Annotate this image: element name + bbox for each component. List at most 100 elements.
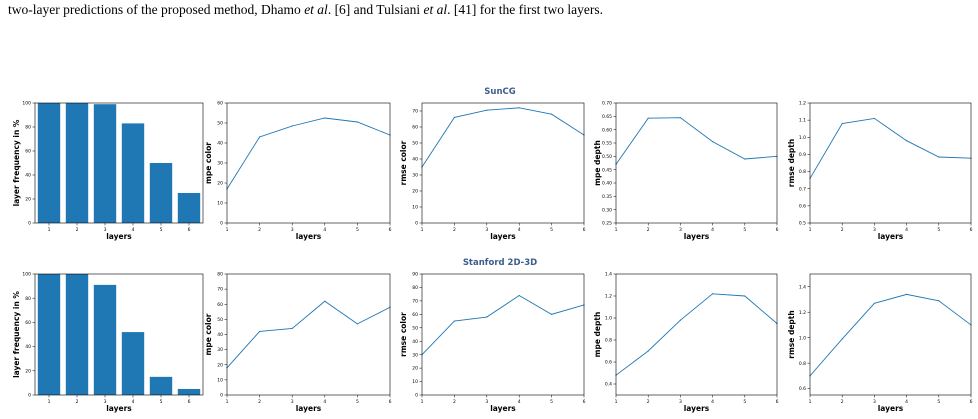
- data-point: [324, 117, 326, 119]
- y-tick-label: 20: [412, 366, 418, 372]
- x-tick-label: 3: [485, 227, 488, 233]
- y-tick-label: 80: [217, 272, 223, 278]
- caption-mid: . [6] and Tulsiani: [327, 2, 424, 17]
- x-tick-label: 4: [132, 399, 135, 405]
- y-tick-label: 20: [25, 197, 31, 203]
- x-tick-label: 3: [291, 399, 294, 405]
- series-line: [809, 293, 972, 377]
- y-tick-label: 40: [25, 344, 31, 350]
- x-axis-label: layers: [106, 404, 132, 413]
- data-point: [906, 293, 908, 295]
- x-tick-label: 6: [776, 227, 779, 233]
- y-tick-label: 30: [217, 161, 223, 167]
- x-tick-label: 4: [518, 399, 521, 405]
- y-tick-label: 0.6: [799, 203, 806, 209]
- x-axis-label: layers: [490, 232, 516, 241]
- x-tick-label: 2: [258, 227, 261, 233]
- y-tick-label: 1.2: [799, 310, 806, 316]
- x-tick-label: 6: [970, 227, 973, 233]
- y-tick-label: 60: [412, 125, 418, 131]
- y-tick-label: 0.70: [602, 101, 612, 107]
- y-tick-label: 20: [25, 368, 31, 374]
- y-tick-label: 60: [412, 312, 418, 318]
- x-tick-label: 4: [711, 399, 714, 405]
- y-axis-label: rmse depth: [787, 139, 796, 187]
- x-tick-label: 5: [550, 227, 553, 233]
- y-tick-label: 0: [28, 393, 31, 399]
- y-tick-label: 0.40: [602, 181, 612, 187]
- y-tick-label: 0.50: [602, 154, 612, 160]
- x-tick-label: 6: [389, 227, 392, 233]
- x-axis-label: layers: [296, 232, 322, 241]
- data-point: [841, 122, 843, 125]
- y-tick-label: 0.5: [799, 221, 806, 227]
- y-tick-label: 100: [22, 272, 31, 278]
- y-tick-label: 60: [217, 302, 223, 308]
- x-tick-label: 1: [226, 399, 229, 405]
- data-point: [679, 319, 682, 321]
- y-axis-label: rmse depth: [787, 310, 796, 358]
- x-tick-label: 2: [453, 227, 456, 233]
- y-tick-label: 0.65: [602, 114, 612, 120]
- data-point: [551, 113, 553, 115]
- data-point: [647, 350, 649, 352]
- x-tick-label: 1: [809, 399, 812, 405]
- y-tick-label: 10: [217, 201, 223, 207]
- x-tick-label: 5: [550, 399, 553, 405]
- bar-2: [65, 103, 89, 223]
- x-tick-label: 4: [323, 227, 326, 233]
- series-line: [421, 107, 585, 168]
- data-point: [679, 117, 682, 119]
- data-point: [712, 293, 714, 295]
- plot-frame: [34, 273, 204, 396]
- data-point: [712, 141, 714, 143]
- x-tick-label: 2: [453, 399, 456, 405]
- y-tick-label: 1.0: [799, 335, 806, 341]
- x-tick-label: 3: [291, 227, 294, 233]
- y-axis-label: mpe depth: [593, 312, 602, 358]
- y-tick-label: 0: [415, 221, 418, 227]
- data-point: [873, 117, 876, 120]
- data-point: [356, 121, 358, 123]
- data-point: [453, 116, 455, 118]
- x-tick-label: 4: [905, 399, 908, 405]
- plot-frame: [226, 102, 391, 224]
- y-tick-label: 0.4: [605, 382, 612, 388]
- x-tick-label: 6: [583, 227, 586, 233]
- y-tick-label: 1.4: [605, 272, 612, 278]
- x-tick-label: 2: [258, 399, 261, 405]
- x-tick-label: 3: [485, 399, 488, 405]
- x-tick-label: 6: [389, 399, 392, 405]
- y-tick-label: 0: [220, 221, 223, 227]
- x-tick-label: 6: [583, 399, 586, 405]
- data-point: [259, 330, 261, 333]
- series-line: [615, 293, 778, 376]
- x-tick-label: 1: [615, 399, 618, 405]
- x-tick-label: 3: [104, 399, 107, 405]
- y-tick-label: 1.2: [605, 294, 612, 300]
- data-point: [841, 338, 843, 340]
- y-tick-label: 1.0: [799, 135, 806, 141]
- bar-3: [93, 284, 117, 395]
- y-tick-label: 50: [217, 317, 223, 323]
- x-tick-label: 4: [323, 399, 326, 405]
- x-axis-label: layers: [684, 232, 710, 241]
- series-line: [226, 117, 391, 190]
- data-point: [518, 107, 520, 109]
- data-point: [486, 316, 488, 318]
- y-tick-label: 0.8: [799, 169, 806, 175]
- y-tick-label: 0.7: [799, 186, 806, 192]
- caption-prefix: two-layer predictions of the proposed me…: [8, 2, 305, 17]
- x-tick-label: 6: [188, 399, 191, 405]
- y-tick-label: 1.4: [799, 284, 806, 290]
- y-axis-label: layer frequency in %: [12, 291, 21, 378]
- chart-panel-10: 0.6 0.8 1.0 1.2 1.4 1 2 3 4 5 6 layers rmse depth: [787, 273, 973, 413]
- y-tick-label: 0.9: [799, 152, 806, 158]
- y-tick-label: 10: [217, 377, 223, 383]
- x-tick-label: 2: [647, 399, 650, 405]
- x-tick-label: 5: [160, 227, 163, 233]
- bar-3: [93, 104, 117, 223]
- data-point: [873, 302, 876, 304]
